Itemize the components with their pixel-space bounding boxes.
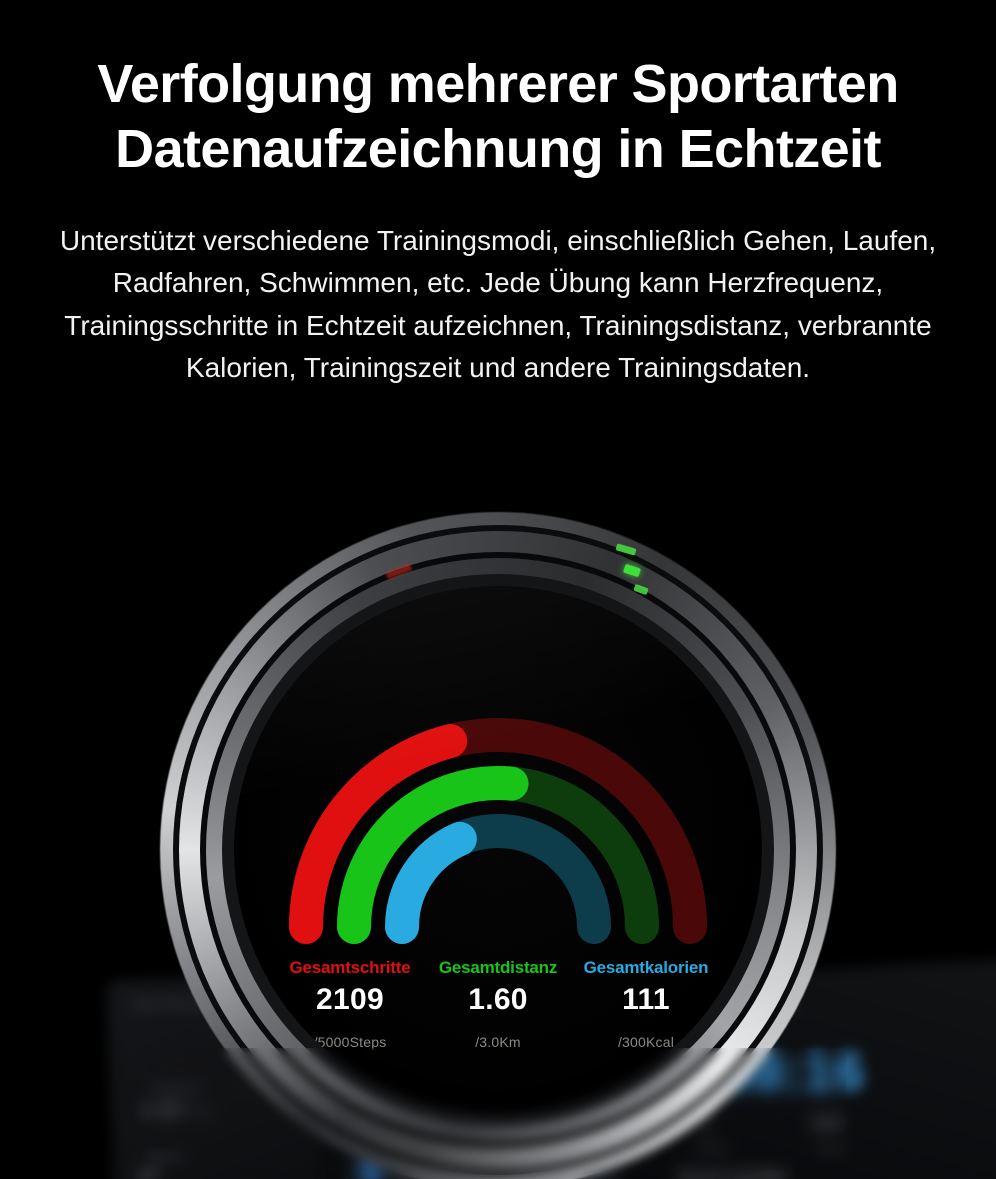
stat-calories-label: Gesamtkalorien <box>583 958 709 977</box>
stat-distance-label: Gesamtdistanz <box>438 958 558 977</box>
stat-calories-goal: /300Kcal <box>617 1034 675 1050</box>
stat-calories: Gesamtkalorien 111 /300Kcal <box>572 958 720 1050</box>
stat-distance-value: 1.60 <box>468 983 528 1016</box>
background-left-title: Sport Record <box>132 996 209 1011</box>
stat-steps-label: Gesamtschritte <box>289 958 411 977</box>
stat-distance: Gesamtdistanz 1.60 /3.0Km <box>424 958 572 1050</box>
stat-steps-goal: /5000Steps <box>313 1034 387 1050</box>
arc-fill-2 <box>385 821 477 944</box>
stat-calories-value: 111 <box>622 983 670 1016</box>
arc-fill-1 <box>337 765 529 944</box>
headline-line-2: Datenaufzeichnung in Echtzeit <box>115 118 881 179</box>
page-description: Unterstützt verschiedene Trainingsmodi, … <box>59 224 937 384</box>
headline-line-1: Verfolgung mehrerer Sportarten <box>97 54 899 114</box>
background-left-metric-2-value: 67 <box>138 1165 162 1179</box>
stats-row: Gesamtschritte 2109 /5000Steps Gesamtdis… <box>234 958 762 1050</box>
stat-distance-goal: /3.0Km <box>475 1034 521 1050</box>
smartwatch: Gesamtschritte 2109 /5000Steps Gesamtdis… <box>150 512 846 1179</box>
copy-block: Verfolgung mehrerer Sportarten Datenaufz… <box>0 0 996 390</box>
activity-arc-gauge <box>289 717 707 944</box>
page-title: Verfolgung mehrerer Sportarten Datenaufz… <box>0 0 996 182</box>
stat-steps-value: 2109 <box>316 983 384 1016</box>
watch-screen: Gesamtschritte 2109 /5000Steps Gesamtdis… <box>234 586 762 1114</box>
stat-steps: Gesamtschritte 2109 /5000Steps <box>276 958 424 1050</box>
arc-fill-0 <box>289 723 468 944</box>
